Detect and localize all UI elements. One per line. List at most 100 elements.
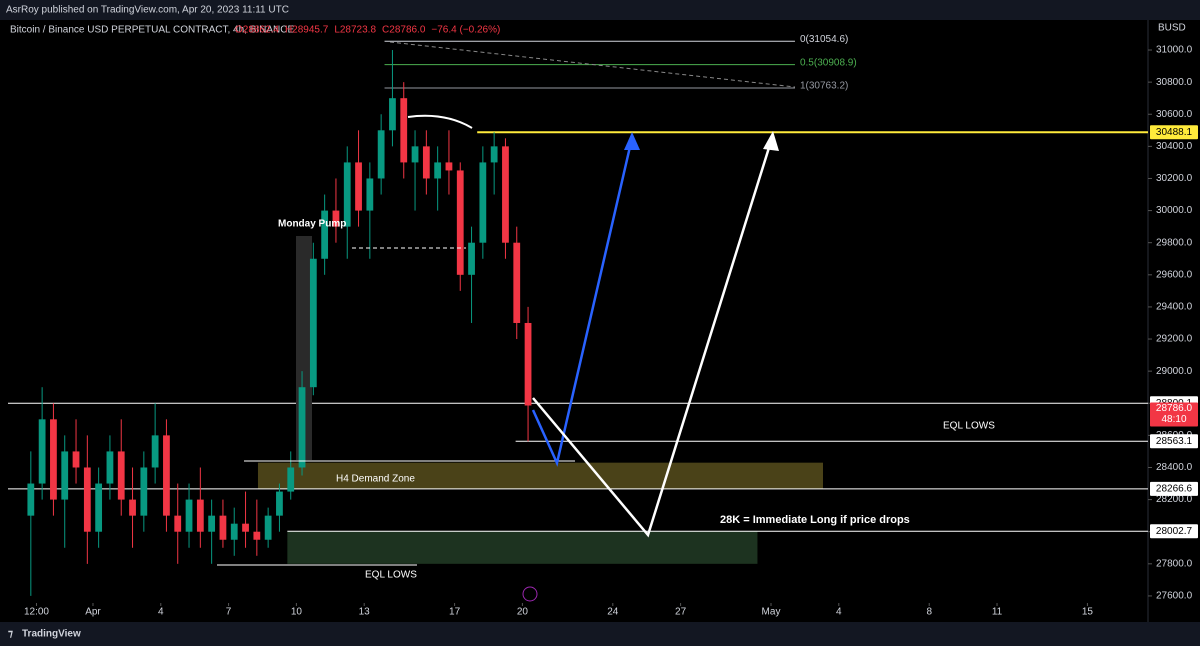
candle-body bbox=[287, 467, 295, 492]
y-tick-label: 30800.0 bbox=[1156, 77, 1193, 88]
candle-body bbox=[400, 98, 408, 163]
candle-body bbox=[276, 491, 283, 516]
candle-body bbox=[434, 162, 442, 179]
x-tick-label: 8 bbox=[926, 607, 932, 618]
candle-body bbox=[411, 146, 419, 163]
candle-body bbox=[309, 258, 317, 388]
candle-body bbox=[490, 146, 498, 163]
annotation: EQL LOWS bbox=[365, 570, 417, 581]
candle-body bbox=[264, 515, 272, 540]
candle-body bbox=[321, 210, 329, 259]
candle-body bbox=[208, 515, 216, 532]
candle-body bbox=[298, 387, 306, 468]
candle-body bbox=[185, 499, 193, 532]
y-tick-label: 30400.0 bbox=[1156, 141, 1193, 152]
candle-body bbox=[117, 451, 125, 500]
candle-body bbox=[95, 483, 103, 532]
candle-body bbox=[106, 451, 114, 484]
y-tick-label: 30000.0 bbox=[1156, 205, 1193, 216]
x-tick-label: 12:00 bbox=[24, 607, 49, 618]
y-tick-label: 29400.0 bbox=[1156, 302, 1193, 313]
candle-body bbox=[163, 435, 170, 516]
x-tick-label: 13 bbox=[359, 607, 371, 618]
candle-body bbox=[83, 467, 91, 532]
candle-body bbox=[129, 499, 136, 516]
candle-body bbox=[366, 178, 374, 211]
currency: BUSD bbox=[1158, 23, 1186, 34]
footer-bar bbox=[0, 622, 1200, 646]
candle-body bbox=[513, 242, 521, 323]
symbol-title: Bitcoin / Binance USD PERPETUAL CONTRACT… bbox=[10, 25, 294, 36]
price-tag-label: 28563.1 bbox=[1156, 436, 1193, 447]
candle-body bbox=[219, 515, 227, 540]
price-tag-label: 28266.6 bbox=[1156, 484, 1193, 495]
white-arrow bbox=[532, 137, 774, 538]
fib-label: 1(30763.2) bbox=[800, 81, 848, 92]
candle-body bbox=[445, 162, 453, 171]
price-tag bbox=[1150, 125, 1198, 140]
price-tag-label: 30488.1 bbox=[1156, 127, 1193, 138]
y-tick-label: 29200.0 bbox=[1156, 334, 1193, 345]
x-tick-label: 7 bbox=[226, 607, 232, 618]
countdown: 48:10 bbox=[1161, 414, 1186, 425]
annotation: 28K = Immediate Long if price drops bbox=[720, 514, 910, 526]
candle-body bbox=[174, 515, 182, 532]
candle-body bbox=[151, 435, 159, 468]
y-tick-label: 30600.0 bbox=[1156, 109, 1193, 120]
price-tag bbox=[1150, 434, 1198, 449]
last-price-label: 28786.0 bbox=[1156, 403, 1193, 414]
annotation: H4 Demand Zone bbox=[336, 474, 415, 485]
candle-body bbox=[389, 98, 396, 131]
annotation: Monday Pump bbox=[278, 219, 346, 230]
y-tick-label: 28200.0 bbox=[1156, 494, 1193, 505]
candle-body bbox=[50, 419, 57, 500]
blue-arrowhead bbox=[624, 132, 640, 150]
candle-body bbox=[38, 419, 46, 484]
candle-body bbox=[27, 483, 35, 516]
candle-body bbox=[72, 451, 80, 468]
y-tick-label: 28400.0 bbox=[1156, 462, 1193, 473]
candle-body bbox=[332, 210, 340, 227]
x-tick-label: 10 bbox=[291, 607, 303, 618]
blue-arrow bbox=[531, 137, 634, 467]
zone bbox=[287, 531, 758, 564]
candle-body bbox=[253, 531, 261, 540]
candle-body bbox=[196, 499, 204, 532]
y-tick-label: 30200.0 bbox=[1156, 173, 1193, 184]
ohlc-value: L28723.8 bbox=[334, 25, 376, 36]
x-tick-label: 4 bbox=[836, 607, 842, 618]
x-tick-label: 27 bbox=[675, 607, 687, 618]
x-tick-label: 20 bbox=[517, 607, 529, 618]
candle-body bbox=[468, 242, 475, 275]
x-tick-label: 11 bbox=[992, 607, 1003, 618]
candle-body bbox=[242, 523, 249, 532]
y-tick-label: 29800.0 bbox=[1156, 237, 1193, 248]
fib-trend bbox=[389, 41, 796, 88]
y-tick-label: 27600.0 bbox=[1156, 591, 1193, 602]
white-arrowhead bbox=[763, 131, 779, 151]
candle-body bbox=[230, 523, 238, 540]
x-tick-label: 24 bbox=[607, 607, 619, 618]
ohlc-value: H28945.7 bbox=[285, 25, 329, 36]
y-tick-label: 29600.0 bbox=[1156, 269, 1193, 280]
x-tick-label: 15 bbox=[1082, 607, 1094, 618]
annotation: EQL LOWS bbox=[943, 421, 995, 432]
price-tag-label: 28002.7 bbox=[1156, 526, 1193, 537]
y-tick-label: 29000.0 bbox=[1156, 366, 1193, 377]
ohlc-value: O28862.4 bbox=[235, 25, 279, 36]
ohlc-value: C28786.0 bbox=[382, 25, 426, 36]
candle-body bbox=[479, 162, 487, 243]
y-tick-label: 31000.0 bbox=[1156, 45, 1193, 56]
price-tag bbox=[1150, 524, 1198, 539]
header-bar bbox=[0, 0, 1200, 20]
event-icon[interactable] bbox=[522, 586, 538, 602]
fib-label: 0.5(30908.9) bbox=[800, 57, 857, 68]
candle-body bbox=[502, 146, 509, 243]
top-curve bbox=[407, 114, 473, 129]
x-tick-label: Apr bbox=[85, 607, 101, 618]
x-tick-label: May bbox=[762, 607, 781, 618]
candle-body bbox=[524, 322, 532, 406]
candle-body bbox=[61, 451, 69, 500]
last-price-tag bbox=[1150, 402, 1198, 427]
